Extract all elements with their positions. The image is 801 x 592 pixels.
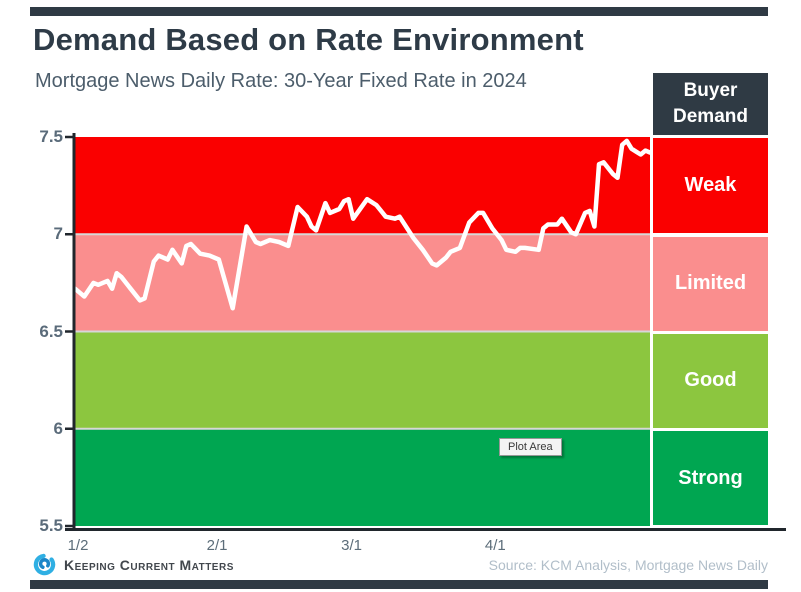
legend-band-limited: Limited [653, 236, 768, 331]
legend-band-label: Weak [684, 174, 737, 197]
source-text: Source: KCM Analysis, Mortgage News Dail… [488, 557, 768, 573]
y-axis-tick [65, 233, 73, 236]
y-axis-tick [65, 330, 73, 333]
kcm-swirl-icon [32, 552, 57, 577]
plot-area-tooltip: Plot Area [499, 438, 562, 456]
legend-band-label: Strong [678, 466, 743, 489]
x-tick-label: 2/1 [206, 537, 228, 554]
footer-logo: Keeping Current Matters [32, 552, 234, 577]
y-tick-label: 5.5 [39, 516, 63, 535]
x-tick-label: 3/1 [341, 537, 362, 554]
plot-band-weak [75, 137, 650, 235]
y-tick-label: 7 [53, 224, 63, 244]
legend-band-strong: Strong [653, 431, 768, 525]
top-accent-bar [30, 7, 768, 16]
plot-band-strong [75, 428, 650, 526]
x-tick-label: 4/1 [484, 537, 506, 554]
y-tick-label: 6 [53, 418, 63, 438]
legend-header: Buyer Demand [653, 73, 768, 135]
plot-band-limited [75, 234, 650, 332]
y-axis-tick [65, 135, 73, 139]
legend-band-good: Good [653, 334, 768, 428]
y-axis-tick [65, 524, 73, 528]
y-tick-label: 6.5 [39, 321, 63, 341]
y-axis-tick [65, 427, 73, 430]
legend-band-label: Good [684, 369, 737, 392]
page-subtitle: Mortgage News Daily Rate: 30-Year Fixed … [35, 70, 527, 92]
x-tick-label: 1/2 [67, 537, 89, 554]
legend-band-label: Limited [674, 272, 747, 295]
y-tick-label: 7.5 [39, 127, 63, 146]
plot-band-good [75, 331, 650, 429]
bottom-accent-bar [30, 580, 768, 589]
legend-band-weak: Weak [653, 138, 768, 234]
page-title: Demand Based on Rate Environment [33, 22, 584, 57]
y-axis-line [72, 133, 76, 530]
rate-line [72, 138, 653, 311]
x-axis-line [65, 528, 786, 531]
kcm-logo-text: Keeping Current Matters [64, 556, 234, 573]
